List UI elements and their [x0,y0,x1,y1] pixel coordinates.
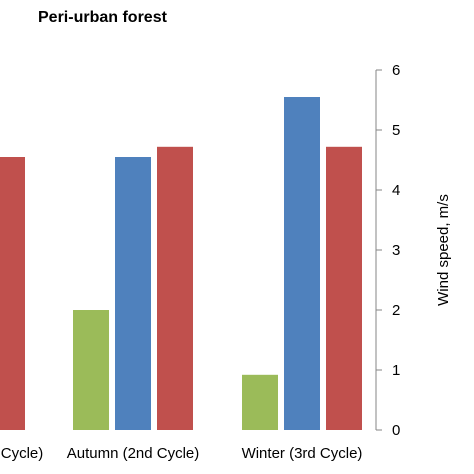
bars-layer [0,97,362,431]
y-ticks: 0 1 2 3 4 5 6 [376,62,400,439]
y-tick-label: 3 [392,242,400,259]
x-category-label: Autumn (2nd Cycle) [67,445,200,462]
chart-title: Peri-urban forest [38,9,168,26]
bar [115,157,151,430]
bar [326,146,362,431]
y-tick-label: 1 [392,362,400,379]
bar [284,97,320,430]
y-axis-label: Wind speed, m/s [435,194,452,306]
y-tick-label: 6 [392,62,400,79]
y-tick-label: 0 [392,422,400,439]
bar [242,374,278,430]
x-category-label: Cycle) [1,445,44,462]
x-category-label: Winter (3rd Cycle) [242,445,363,462]
x-category-labels: Cycle) Autumn (2nd Cycle) Winter (3rd Cycl… [1,445,363,462]
bar [157,146,193,431]
y-tick-label: 5 [392,122,400,139]
y-tick-label: 4 [392,182,400,199]
bar [0,157,25,430]
bar [73,310,109,430]
y-tick-label: 2 [392,302,400,319]
